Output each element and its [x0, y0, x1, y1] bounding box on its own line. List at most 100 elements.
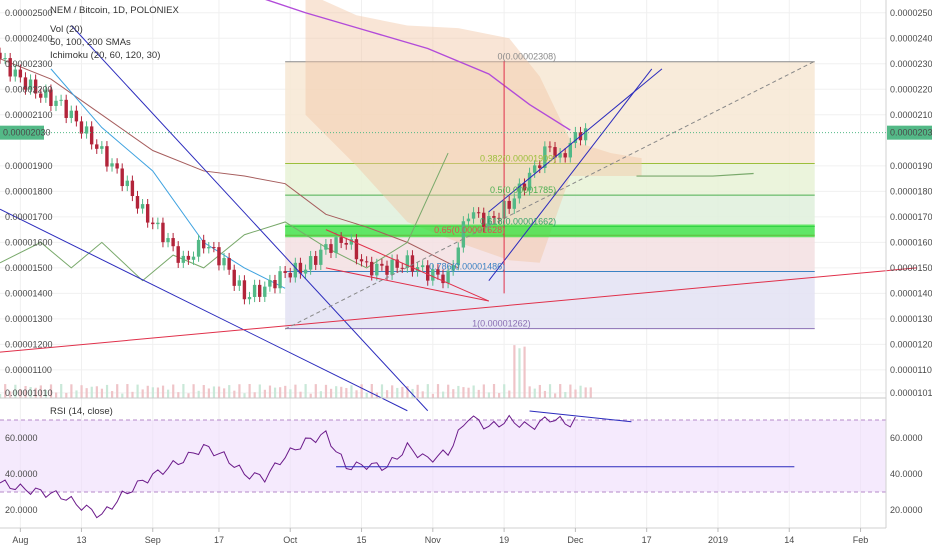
- rsi-pane[interactable]: [0, 410, 886, 519]
- rising-channel-lower: [488, 68, 653, 281]
- candle-body: [339, 237, 343, 243]
- price-tick-label-right: 0.00001900: [890, 161, 932, 171]
- volume-bar: [436, 384, 440, 398]
- candle-body: [492, 216, 496, 218]
- candle-body: [517, 183, 522, 199]
- volume-bar: [217, 386, 221, 398]
- price-axis[interactable]: 0.00002500 0.00002500 0.00002400 0.00002400…: [0, 8, 932, 398]
- rsi-title[interactable]: RSI (14, close): [50, 406, 113, 417]
- price-tick-label-right: 0.00001500: [890, 263, 932, 273]
- candle-body: [400, 267, 404, 269]
- candle-body: [298, 262, 303, 274]
- candle-body: [314, 256, 318, 265]
- volume-bar: [202, 385, 205, 398]
- candle-body: [13, 69, 17, 77]
- candle-body: [278, 271, 282, 289]
- channel-lower-line: [0, 208, 408, 412]
- candle-body: [405, 255, 410, 268]
- candle-body: [79, 121, 84, 134]
- rsi-tick-label-right: 20.0000: [890, 505, 923, 515]
- volume-bar: [401, 386, 404, 398]
- candle-body: [385, 265, 389, 275]
- price-tick-label-right: 0.00001010: [890, 388, 932, 398]
- candle-body: [18, 69, 23, 78]
- candle-body: [8, 58, 12, 77]
- candle-body: [232, 269, 236, 286]
- volume-bar: [294, 384, 297, 398]
- time-tick-label: Oct: [283, 535, 298, 545]
- long-support-line: [0, 267, 917, 353]
- kijun-line: [0, 58, 459, 269]
- candle-body: [573, 132, 578, 143]
- rsi-axis[interactable]: 60.0000 60.0000 40.0000 40.0000 20.0000 20.00…: [5, 433, 923, 515]
- volume-bar: [80, 385, 83, 398]
- candle-body: [39, 93, 43, 98]
- volume-bar: [39, 385, 42, 398]
- candle-body: [59, 99, 63, 101]
- price-tick-label-left: 0.00001300: [5, 314, 53, 324]
- volume-bar: [411, 388, 414, 398]
- volume-bar: [477, 389, 480, 398]
- current-price-badge-left: [0, 125, 44, 140]
- volume-bar: [391, 385, 394, 398]
- indicator-ichimoku[interactable]: Ichimoku (20, 60, 120, 30): [50, 50, 160, 61]
- volume-bar: [121, 393, 124, 398]
- volume-bar: [90, 386, 93, 398]
- candle-body: [23, 77, 28, 90]
- cloud-edge-line: [636, 172, 754, 177]
- volume-bar: [421, 391, 424, 398]
- candle-body: [242, 280, 247, 300]
- volume-bar: [543, 390, 547, 398]
- volume-bar: [177, 392, 180, 398]
- price-tick-label-left: 0.00002400: [5, 33, 53, 43]
- rsi-tick-label-left: 60.0000: [5, 433, 38, 443]
- current-price-badge-right: [887, 125, 932, 140]
- indicator-smas[interactable]: 50, 100, 200 SMAs: [50, 37, 131, 48]
- volume-bar: [314, 384, 317, 398]
- volume-bar: [212, 386, 216, 398]
- time-axis[interactable]: Aug 13 Sep 17 Oct 15 Nov 19 Dec 17 2019 14 Feb: [12, 528, 868, 545]
- volume-bar: [172, 384, 175, 398]
- volume-bar: [431, 393, 435, 398]
- volume-bar: [136, 384, 139, 398]
- candle-body: [319, 249, 323, 265]
- candle-body: [420, 265, 425, 268]
- volume-bar: [279, 387, 282, 398]
- volume-bar: [426, 384, 429, 398]
- rsi-tick-label-left: 40.0000: [5, 469, 38, 479]
- candle-body: [69, 110, 73, 118]
- candle-body: [329, 244, 333, 253]
- price-tick-label-left: 0.00001800: [5, 186, 53, 196]
- volume-bar: [538, 384, 541, 398]
- candle-body: [553, 147, 557, 158]
- volume-bar: [4, 384, 7, 398]
- candle-body: [451, 265, 455, 271]
- volume-bar: [197, 390, 200, 398]
- volume-bar: [100, 388, 104, 398]
- candle-body: [548, 146, 552, 148]
- candle-body: [303, 269, 308, 274]
- volume-bar: [554, 393, 557, 398]
- volume-bar: [55, 392, 58, 398]
- volume-bar: [457, 385, 460, 398]
- indicator-lines: [0, 0, 754, 289]
- volume-bar: [584, 387, 587, 398]
- volume-bar: [498, 393, 501, 398]
- fib-level-label: 0(0.00002308): [498, 52, 557, 62]
- indicator-vol[interactable]: Vol (20): [50, 24, 83, 35]
- volume-bar: [29, 387, 32, 398]
- candle-body: [212, 247, 216, 249]
- volume-bar: [528, 386, 531, 398]
- volume-bar: [396, 387, 399, 398]
- candle-body: [426, 265, 430, 281]
- volume-bar: [0, 394, 2, 398]
- candle-body: [380, 263, 384, 266]
- candle-body: [543, 146, 547, 168]
- candle-body: [105, 146, 109, 167]
- fib-retracement-zones: [285, 0, 815, 330]
- volume-bar: [248, 384, 251, 398]
- volume-bar: [238, 384, 241, 398]
- volume-bar: [564, 391, 567, 398]
- candle-body: [201, 239, 206, 249]
